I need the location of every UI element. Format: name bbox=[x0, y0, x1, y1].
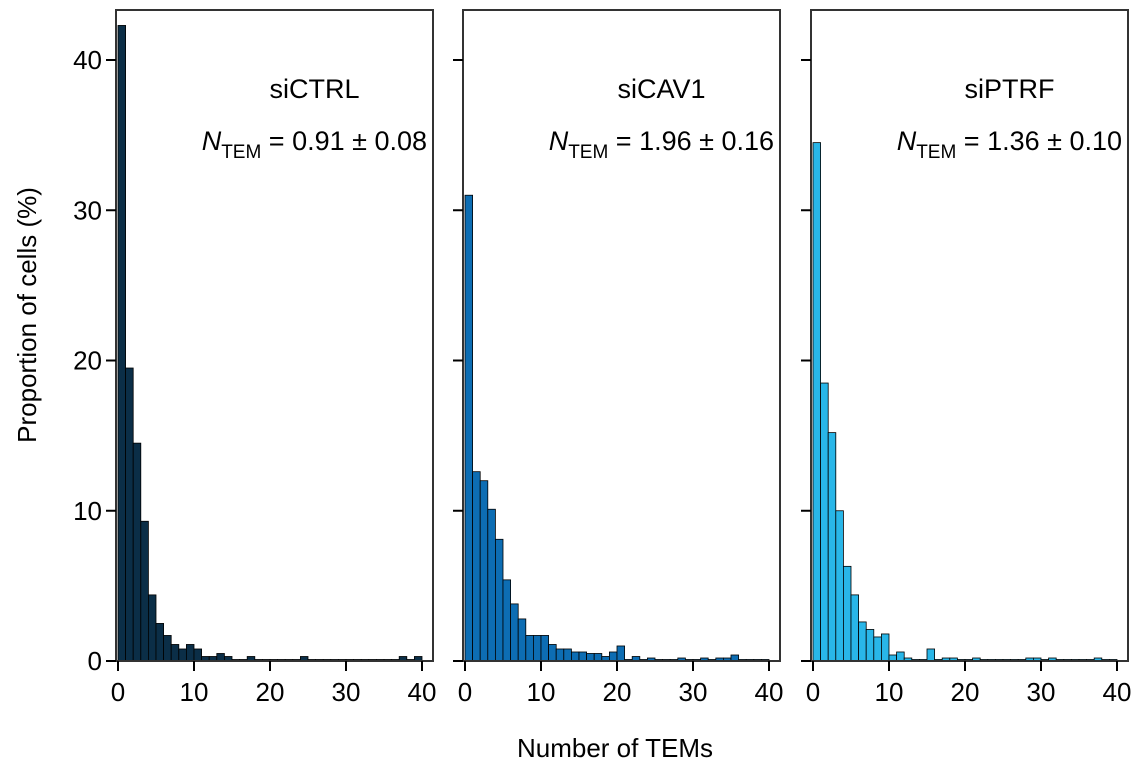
histogram-bar bbox=[147, 594, 157, 662]
y-tick-label: 20 bbox=[73, 346, 102, 376]
histogram-bar bbox=[609, 651, 618, 662]
histogram-bar bbox=[555, 648, 565, 662]
histogram-bar bbox=[827, 432, 837, 662]
y-tick-label: 30 bbox=[73, 195, 102, 225]
histogram-bar bbox=[510, 603, 519, 662]
histogram-bar bbox=[178, 648, 187, 662]
ntem-subscript: TEM bbox=[221, 142, 261, 163]
histogram-bar bbox=[479, 480, 489, 662]
histogram-bar bbox=[163, 635, 172, 662]
histogram-bar bbox=[540, 635, 549, 662]
histogram-bar bbox=[820, 382, 829, 662]
histogram-bar bbox=[155, 623, 164, 662]
x-tick-label: 40 bbox=[408, 677, 437, 707]
histogram-bar bbox=[464, 194, 473, 662]
histogram-bar bbox=[578, 651, 587, 662]
panel-siptrf: 0 10 20 30 40 siPTRF NTEM = 1.36 ± 0.10 bbox=[801, 9, 1132, 707]
histogram-bar bbox=[132, 442, 142, 662]
ntem-symbol: N bbox=[549, 126, 569, 156]
ntem-subscript: TEM bbox=[916, 142, 956, 163]
histogram-bar bbox=[193, 648, 202, 662]
x-tick-label: 0 bbox=[458, 677, 472, 707]
histogram-bar bbox=[125, 367, 134, 662]
histogram-bar bbox=[533, 635, 542, 662]
ntem-subscript: TEM bbox=[568, 142, 608, 163]
x-tick-label: 10 bbox=[180, 677, 209, 707]
histogram-bar bbox=[216, 653, 225, 662]
x-tick-label: 0 bbox=[111, 677, 125, 707]
histogram-bar bbox=[843, 565, 852, 662]
y-axis-title: Proportion of cells (%) bbox=[12, 187, 42, 443]
histogram-bar bbox=[117, 25, 126, 662]
histogram-bar bbox=[881, 633, 890, 662]
histogram-bar bbox=[494, 538, 504, 662]
panel-frame bbox=[810, 9, 1129, 662]
ntem-value: = 1.36 ± 0.10 bbox=[956, 126, 1122, 156]
x-tick-label: 10 bbox=[527, 677, 556, 707]
histogram-bar bbox=[616, 645, 625, 662]
x-tick-label: 0 bbox=[806, 677, 820, 707]
x-tick-label: 30 bbox=[332, 677, 361, 707]
histogram-bar bbox=[140, 520, 149, 662]
histogram-bar bbox=[850, 594, 859, 662]
histogram-bar bbox=[865, 629, 875, 662]
panel-title: siPTRF bbox=[965, 74, 1055, 104]
histogram-bar bbox=[873, 636, 882, 662]
x-tick-label: 20 bbox=[603, 677, 632, 707]
ntem-annotation: NTEM = 0.91 ± 0.08 bbox=[202, 126, 427, 163]
histogram-bar bbox=[812, 142, 821, 662]
histogram-bar bbox=[487, 508, 496, 662]
histogram-bar bbox=[593, 653, 603, 662]
ntem-value: = 1.96 ± 0.16 bbox=[608, 126, 774, 156]
histogram-bar bbox=[896, 651, 905, 662]
histogram-bar bbox=[548, 644, 557, 662]
histogram-bar bbox=[926, 648, 935, 662]
panel-title: siCTRL bbox=[269, 74, 359, 104]
histogram-bar bbox=[858, 621, 867, 662]
histogram-bar bbox=[586, 653, 595, 662]
ntem-symbol: N bbox=[202, 126, 222, 156]
histogram-bar bbox=[517, 618, 527, 662]
histogram-bar bbox=[170, 644, 180, 662]
ntem-value: = 0.91 ± 0.08 bbox=[261, 126, 427, 156]
panel-sictrl: 0 10 20 30 40 0 10 20 30 40 siCTRL NTEM = 0.91 ± 0.… bbox=[73, 9, 437, 707]
x-tick-label: 40 bbox=[1103, 677, 1132, 707]
histogram-bar bbox=[472, 471, 481, 662]
histogram-bar bbox=[835, 510, 844, 662]
histogram-bar bbox=[185, 644, 195, 662]
histogram-bar bbox=[502, 579, 511, 662]
ntem-annotation: NTEM = 1.36 ± 0.10 bbox=[897, 126, 1122, 163]
histogram-bar bbox=[563, 648, 572, 662]
y-tick-label: 0 bbox=[88, 646, 102, 676]
ntem-annotation: NTEM = 1.96 ± 0.16 bbox=[549, 126, 774, 163]
histogram-bar bbox=[525, 635, 534, 662]
panel-frame bbox=[462, 9, 781, 662]
histogram-bar bbox=[571, 651, 580, 662]
panel-title: siCAV1 bbox=[617, 74, 705, 104]
x-tick-label: 10 bbox=[875, 677, 904, 707]
y-tick-label: 40 bbox=[73, 45, 102, 75]
panel-frame bbox=[115, 9, 434, 662]
x-tick-label: 30 bbox=[679, 677, 708, 707]
x-tick-label: 20 bbox=[256, 677, 285, 707]
ntem-symbol: N bbox=[897, 126, 917, 156]
x-tick-label: 40 bbox=[755, 677, 784, 707]
x-tick-label: 30 bbox=[1027, 677, 1056, 707]
x-tick-label: 20 bbox=[951, 677, 980, 707]
y-tick-label: 10 bbox=[73, 496, 102, 526]
panel-sicav1: 0 10 20 30 40 siCAV1 NTEM = 1.96 ± 0.16 bbox=[453, 9, 784, 707]
x-axis-title: Number of TEMs bbox=[517, 733, 713, 763]
